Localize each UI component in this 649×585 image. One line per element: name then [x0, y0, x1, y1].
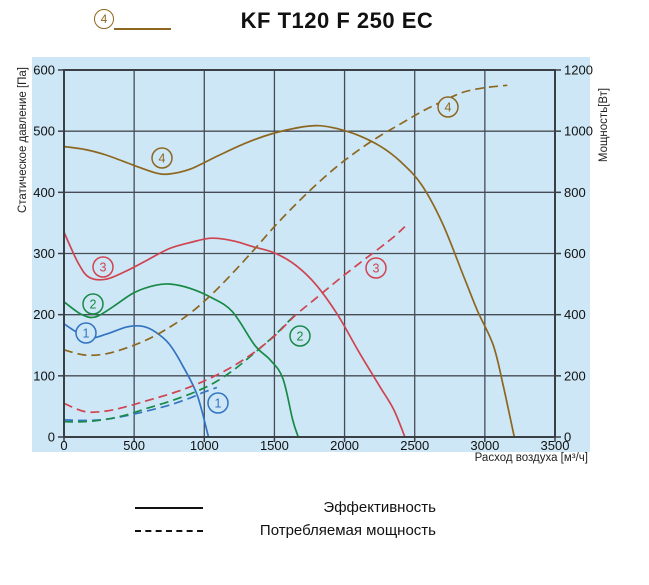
dashed-line-icon	[135, 529, 203, 532]
circled-number-4-icon: 4	[94, 9, 114, 29]
legend-label: Эффективность	[323, 499, 436, 516]
chart-panel	[32, 57, 590, 452]
y-axis-right-label: Мощность[Вт]	[598, 87, 610, 163]
x-axis-label: Расход воздуха [м³/ч]	[474, 452, 588, 464]
top-curve-marker: 4	[94, 9, 184, 33]
marker-line-icon	[114, 28, 171, 30]
legend-item-power: Потребляемая мощность	[135, 519, 455, 542]
legend-item-efficiency: Эффективность	[135, 496, 455, 519]
solid-line-icon	[135, 506, 203, 509]
chart-legend: Эффективность Потребляемая мощность	[135, 496, 455, 542]
y-axis-left-label: Статическое давление [Па]	[17, 66, 29, 214]
legend-label: Потребляемая мощность	[259, 522, 436, 539]
page-title: KF T120 F 250 EC	[240, 8, 434, 33]
